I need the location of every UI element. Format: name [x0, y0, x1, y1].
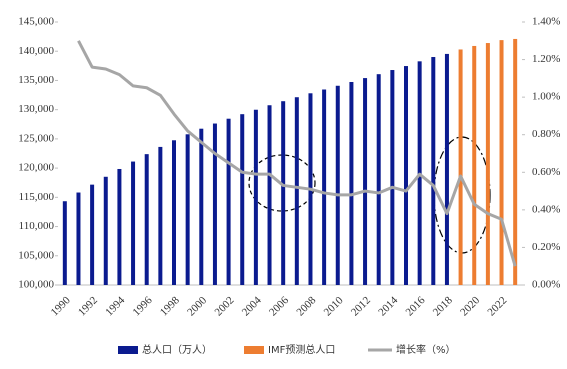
bar: [376, 74, 381, 285]
y2-tick-label: 1.20%: [532, 53, 560, 65]
bar: [62, 201, 67, 285]
bar: [404, 66, 408, 285]
bar: [431, 57, 436, 285]
x-tick-label: 1992: [76, 294, 100, 318]
legend-label: 增长率（%）: [396, 343, 456, 356]
x-tick-label: 2006: [267, 294, 291, 318]
y2-tick-label: 0.60%: [532, 166, 560, 178]
y-tick-label: 110,000: [19, 220, 55, 232]
y2-tick-label: 0.80%: [532, 128, 560, 140]
bar: [499, 40, 504, 285]
legend-swatch: [244, 346, 264, 354]
y-tick-label: 115,000: [19, 191, 55, 203]
y2-tick-label: 0.20%: [532, 241, 560, 253]
bar: [390, 70, 395, 285]
legend-swatch: [118, 346, 138, 354]
y-tick-label: 100,000: [18, 279, 54, 291]
bar: [199, 128, 204, 285]
bar: [363, 78, 368, 286]
bar: [294, 97, 299, 285]
x-tick-label: 2010: [322, 294, 346, 318]
bar: [240, 114, 245, 286]
x-tick-label: 2000: [185, 294, 209, 318]
bar: [444, 53, 449, 285]
x-tick-label: 2022: [485, 294, 509, 318]
bar: [485, 43, 490, 285]
bar: [253, 109, 258, 285]
bar: [281, 101, 286, 285]
legend-label: IMF预测总人口: [268, 343, 335, 356]
bar: [212, 123, 217, 286]
bar: [226, 118, 231, 285]
bar: [90, 184, 95, 285]
y2-tick-label: 0.40%: [532, 203, 560, 215]
x-tick-label: 2002: [212, 294, 236, 318]
y2-tick-label: 1.00%: [532, 91, 560, 103]
bar: [335, 85, 340, 285]
bar: [472, 45, 477, 286]
bar: [172, 140, 176, 285]
y2-tick-label: 0.00%: [532, 279, 560, 291]
y-tick-label: 125,000: [18, 132, 54, 144]
bar: [103, 176, 108, 285]
legend-label: 总人口（万人）: [142, 343, 212, 356]
x-tick-label: 1994: [103, 294, 127, 318]
x-tick-label: 1990: [49, 294, 73, 318]
x-tick-label: 2004: [240, 294, 264, 318]
y-tick-label: 140,000: [18, 45, 54, 57]
x-tick-label: 1998: [158, 294, 182, 318]
x-tick-label: 2012: [349, 294, 373, 318]
y-tick-label: 145,000: [18, 16, 54, 28]
y2-tick-label: 1.40%: [532, 16, 560, 28]
x-tick-label: 2014: [376, 294, 400, 318]
bar: [513, 38, 518, 286]
x-tick-label: 1996: [131, 294, 155, 318]
x-tick-label: 2020: [458, 294, 482, 318]
bar: [349, 81, 354, 285]
x-tick-label: 2008: [294, 294, 318, 318]
y-tick-label: 105,000: [18, 249, 54, 261]
bar: [158, 146, 163, 285]
y-tick-label: 135,000: [18, 74, 54, 86]
y-tick-label: 130,000: [18, 103, 54, 115]
y-tick-label: 120,000: [18, 162, 54, 174]
bar: [144, 154, 149, 285]
bar: [131, 161, 136, 285]
x-tick-label: 2018: [431, 294, 455, 318]
bar: [458, 49, 463, 285]
bar: [76, 192, 81, 285]
line: [77, 40, 517, 267]
x-tick-label: 2016: [404, 294, 428, 318]
bar: [322, 89, 327, 286]
bar: [185, 134, 190, 285]
bar: [117, 168, 122, 285]
bar: [267, 105, 272, 286]
